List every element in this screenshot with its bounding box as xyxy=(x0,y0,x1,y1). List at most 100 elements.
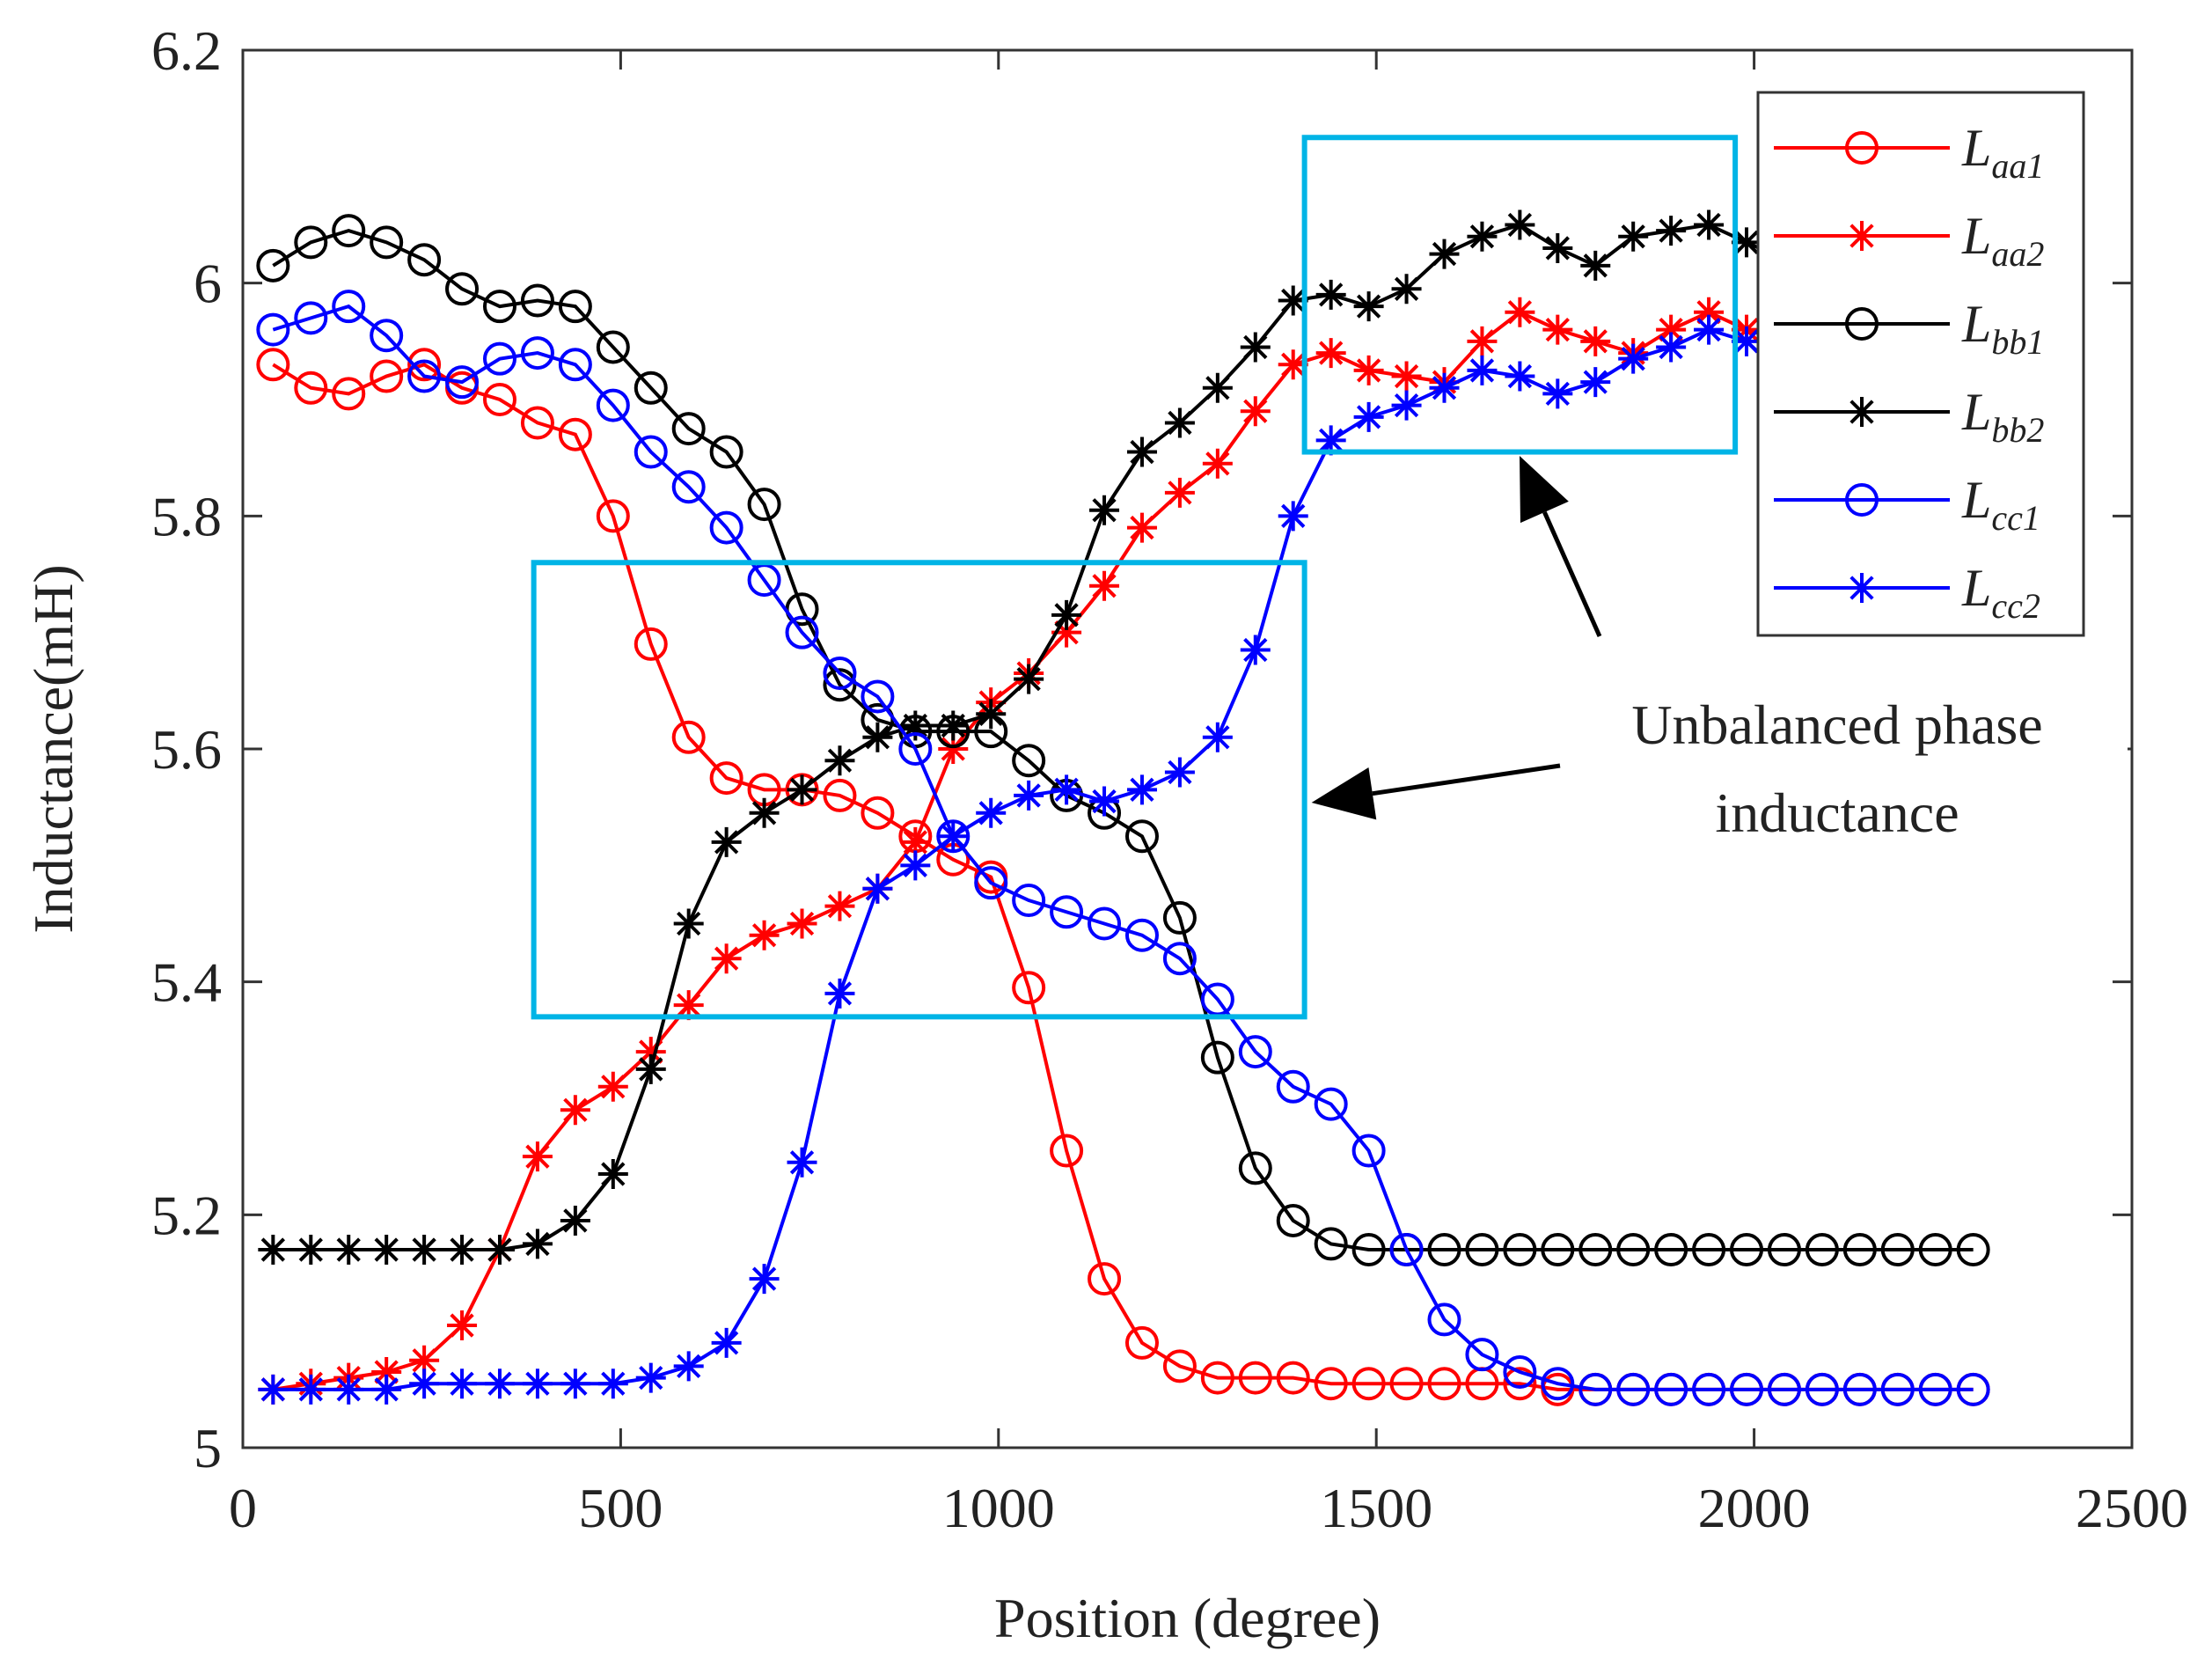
point-Laa2-15 xyxy=(824,891,855,921)
annotation-text-background xyxy=(1547,680,2128,856)
legend-box xyxy=(1756,91,2085,637)
point-Lcc2-38-shape xyxy=(1694,314,1725,345)
point-Lcc1-17 xyxy=(898,732,933,766)
point-Lbb2-31-shape xyxy=(1429,238,1460,269)
point-Lcc1-31 xyxy=(1427,1302,1461,1337)
point-Lbb2-32-shape xyxy=(1467,221,1498,252)
point-Lcc2-2 xyxy=(333,1374,364,1405)
point-Lbb2-14-shape xyxy=(787,774,817,805)
point-Lbb2-31 xyxy=(1429,238,1460,269)
point-Lcc2-37-shape xyxy=(1656,332,1687,363)
point-Lcc2-19-shape xyxy=(976,797,1007,828)
point-Lbb2-9 xyxy=(597,1159,628,1190)
point-Lbb1-11 xyxy=(671,412,706,446)
point-Lcc2-14 xyxy=(787,1147,817,1178)
point-Laa1-33 xyxy=(1503,1367,1537,1401)
point-Lbb2-30-shape xyxy=(1391,274,1422,305)
point-Lcc1-44 xyxy=(1918,1372,1952,1406)
point-Lbb1-10 xyxy=(634,371,668,405)
point-Laa2-21 xyxy=(1051,617,1082,648)
point-Laa2-34 xyxy=(1542,314,1573,345)
point-Lbb2-5-shape xyxy=(447,1235,478,1266)
legend-label-sub-Laa2: aa2 xyxy=(1991,234,2044,274)
point-Lcc1-39 xyxy=(1730,1372,1764,1406)
point-Lcc2-30 xyxy=(1391,390,1422,421)
highlight-box-upper-right xyxy=(1301,135,1739,455)
point-Lbb1-29 xyxy=(1351,1233,1386,1267)
point-Laa2-26-shape xyxy=(1240,396,1271,427)
point-Laa2-4 xyxy=(409,1345,440,1376)
point-Lbb2-21 xyxy=(1051,599,1082,630)
point-Lcc2-23 xyxy=(1126,774,1157,805)
point-Lbb1-44 xyxy=(1918,1233,1952,1267)
point-Lcc2-24-shape xyxy=(1164,757,1195,788)
point-Laa1-12 xyxy=(709,761,743,796)
point-Lbb2-7 xyxy=(522,1229,553,1259)
point-Lcc2-25 xyxy=(1202,722,1233,752)
legend-label-Lcc1: Lcc1 xyxy=(1961,471,2040,538)
point-Lcc2-7 xyxy=(522,1368,553,1399)
point-Lbb1-36 xyxy=(1616,1233,1651,1267)
point-Lcc2-1-shape xyxy=(296,1374,326,1405)
point-Lbb2-33-shape xyxy=(1505,209,1535,240)
point-Lbb2-35-shape xyxy=(1580,250,1611,281)
point-Lbb2-0 xyxy=(258,1235,289,1266)
series-line-Lcc1 xyxy=(272,304,1974,1391)
point-Lcc2-15-shape xyxy=(824,978,855,1009)
point-Laa2-33-shape xyxy=(1505,297,1535,327)
point-Laa2-23-shape xyxy=(1126,512,1157,543)
point-Lcc1-3 xyxy=(370,319,404,353)
point-Lcc2-1 xyxy=(296,1374,326,1405)
point-Laa1-22 xyxy=(1088,1262,1122,1296)
point-Lcc2-10-shape xyxy=(635,1362,666,1393)
point-Laa1-7 xyxy=(520,406,554,440)
legend-marker-Lbb2 xyxy=(1847,397,1877,427)
point-Lbb2-8 xyxy=(560,1205,590,1236)
point-Lbb2-22-shape xyxy=(1089,495,1120,525)
point-Laa2-38 xyxy=(1694,297,1725,327)
legend-label-sub-Lbb2: bb2 xyxy=(1991,410,2044,450)
point-Laa2-14-shape xyxy=(787,908,817,939)
legend-marker-Laa1 xyxy=(1845,131,1879,165)
point-Laa2-33 xyxy=(1505,297,1535,327)
point-Lbb2-26-shape xyxy=(1240,332,1271,363)
point-Lcc1-27 xyxy=(1276,1069,1310,1104)
point-Lcc1-11 xyxy=(671,470,706,504)
point-Lbb2-1-shape xyxy=(296,1235,326,1266)
point-Lbb2-34-shape xyxy=(1542,232,1573,263)
point-Lcc1-6 xyxy=(482,341,516,376)
point-Laa2-23 xyxy=(1126,512,1157,543)
point-Lcc2-21 xyxy=(1051,774,1082,805)
point-Laa2-11-shape xyxy=(673,990,704,1021)
point-Lcc1-19 xyxy=(974,866,1008,900)
annotation-layer: Unbalanced phase inductance xyxy=(531,135,2128,1020)
legend-marker-Lbb1 xyxy=(1845,307,1879,341)
point-Lbb2-15 xyxy=(824,745,855,776)
point-Lcc2-20 xyxy=(1014,780,1044,811)
point-Lbb2-11 xyxy=(673,908,704,939)
point-Laa2-35 xyxy=(1580,326,1611,356)
point-Lcc2-11-shape xyxy=(673,1351,704,1382)
point-Laa1-26 xyxy=(1238,1361,1272,1395)
point-Lcc2-32 xyxy=(1467,355,1498,385)
point-Lcc2-10 xyxy=(635,1362,666,1393)
point-Lcc2-36-shape xyxy=(1618,343,1649,374)
series-Lcc2 xyxy=(258,314,1989,1405)
legend-marker-Laa2 xyxy=(1847,221,1877,251)
point-Lbb1-4 xyxy=(407,243,442,277)
point-Laa2-5 xyxy=(447,1310,478,1341)
point-Lbb2-12 xyxy=(711,826,742,857)
point-Laa1-16 xyxy=(861,796,895,830)
point-Lcc1-30 xyxy=(1389,1233,1424,1267)
point-Lcc1-28 xyxy=(1314,1087,1348,1121)
y-tick-label-3: 5.6 xyxy=(151,718,222,781)
x-tick-label-4: 2000 xyxy=(1698,1477,1811,1539)
axes-layer: 0 500 1000 1500 2000 2500 5 5.2 5.4 5.6 5.8 6 6.2 Pos… xyxy=(22,19,2188,1649)
legend-label-Lbb2: Lbb2 xyxy=(1961,383,2044,450)
point-Lcc2-34 xyxy=(1542,378,1573,409)
annotation-text-line1: Unbalanced phase xyxy=(1631,693,2042,756)
point-Laa1-10 xyxy=(634,627,668,661)
legend-label-base-Lcc1: L xyxy=(1961,471,1991,529)
point-Lbb2-2-shape xyxy=(333,1235,364,1266)
